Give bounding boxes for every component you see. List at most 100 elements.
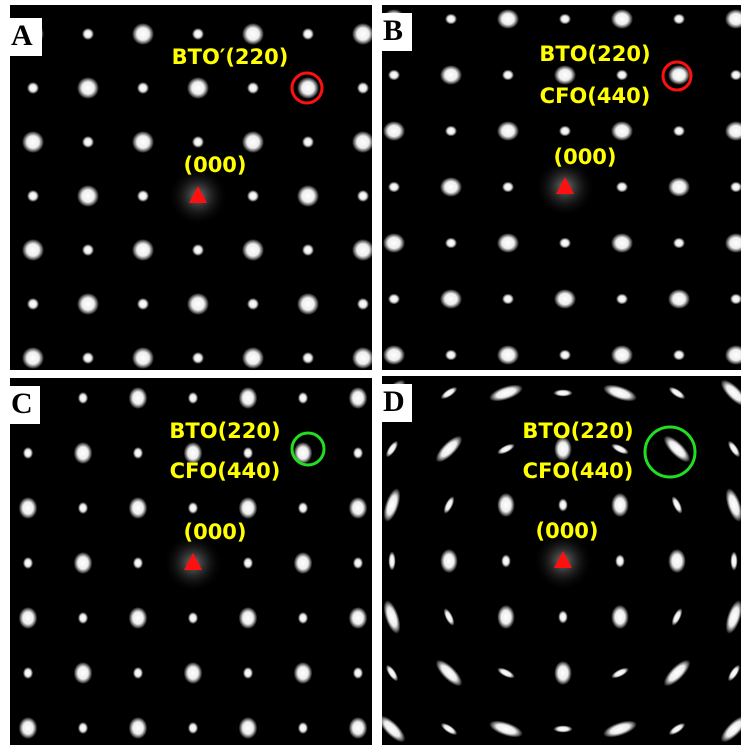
diffraction-spot [184,662,203,684]
diffraction-spot [22,239,44,261]
diffraction-spot [353,667,363,679]
diffraction-spot [129,717,148,739]
diffraction-spot [357,190,369,202]
diffraction-spot [82,28,94,40]
diffraction-spot [302,352,314,364]
diffraction-spot [247,190,259,202]
diffraction-spot [349,717,368,739]
diffraction-spot [188,612,198,624]
diffraction-spot [74,662,93,684]
diffraction-spot [357,82,369,94]
diffraction-spot [22,131,44,153]
diffraction-spot [445,350,457,361]
diffraction-spot [673,238,685,249]
diffraction-spot [611,345,633,365]
spot-label: (000) [553,145,616,169]
diffraction-spot [388,182,400,193]
diffraction-spot [616,70,628,81]
diffraction-spot [445,238,457,249]
diffraction-spot [297,293,319,315]
diffraction-spot [298,612,308,624]
diffraction-spot [502,182,514,193]
diffraction-spot [23,667,33,679]
diffraction-spot [27,190,39,202]
diffraction-spot [132,131,154,153]
diffraction-spot [22,347,44,369]
diffraction-spot [730,551,737,570]
spot-label: BTO′(220) [172,45,289,69]
diffraction-spot [133,557,143,569]
diffraction-spot [19,497,38,519]
diffraction-spot [243,557,253,569]
diffraction-spot [187,293,209,315]
diffraction-spot [673,14,685,25]
diffraction-spot [501,554,511,567]
diffraction-spot [352,347,374,369]
diffraction-spot [611,233,633,253]
diffraction-spot [349,497,368,519]
diffraction-spot [611,493,629,517]
diffraction-spot [129,387,148,409]
spot-label: CFO(440) [523,459,634,483]
diffraction-spot [137,298,149,310]
diffraction-spot [192,136,204,148]
diffraction-spot [554,289,576,309]
diffraction-spot [352,23,374,45]
diffraction-spot [558,610,568,623]
diffraction-spot [77,77,99,99]
diffraction-spot [559,14,571,25]
diffraction-spot [243,447,253,459]
spot-label: CFO(440) [170,459,281,483]
diffraction-spot [388,294,400,305]
diffraction-spot [19,717,38,739]
diffraction-spot [23,447,33,459]
diffraction-spot [23,557,33,569]
spot-label: (000) [183,153,246,177]
diffraction-spot [440,549,458,573]
diffraction-spot [247,82,259,94]
diffraction-spot [77,185,99,207]
diffraction-spot [298,722,308,734]
diffraction-spot [137,190,149,202]
diffraction-spot [553,389,572,396]
diffraction-spot [497,121,519,141]
diffraction-spot [383,233,405,253]
diffraction-spot [611,605,629,629]
diffraction-spot [239,717,258,739]
diffraction-spot [132,239,154,261]
diffraction-spot [294,552,313,574]
diffraction-spot [673,350,685,361]
panel-letter: C [11,387,33,420]
diffraction-spot [559,238,571,249]
diffraction-spot [242,23,264,45]
panel-letter: D [383,385,405,418]
diffraction-spot [187,77,209,99]
diffraction-spot [616,182,628,193]
diffraction-spot [192,352,204,364]
diffraction-spot [78,722,88,734]
diffraction-spot [239,387,258,409]
diffraction-spot [77,293,99,315]
diffraction-spot [78,502,88,514]
spot-label: BTO(220) [169,419,280,443]
diffraction-spot [82,244,94,256]
diffraction-spot [239,497,258,519]
diffraction-spot [611,121,633,141]
diffraction-spot [497,605,515,629]
diffraction-spot [82,136,94,148]
diffraction-spot [294,662,313,684]
diffraction-spot [349,387,368,409]
diffraction-spot [297,77,319,99]
diffraction-spot [383,121,405,141]
diffraction-spot [445,126,457,137]
diffraction-spot [82,352,94,364]
diffraction-spot [440,177,462,197]
diffraction-spot [133,667,143,679]
diffraction-spot [19,607,38,629]
diffraction-spot [668,177,690,197]
diffraction-spot [129,497,148,519]
diffraction-spot [188,502,198,514]
diffraction-spot [132,347,154,369]
diffraction-spot [243,667,253,679]
diffraction-spot [668,549,686,573]
